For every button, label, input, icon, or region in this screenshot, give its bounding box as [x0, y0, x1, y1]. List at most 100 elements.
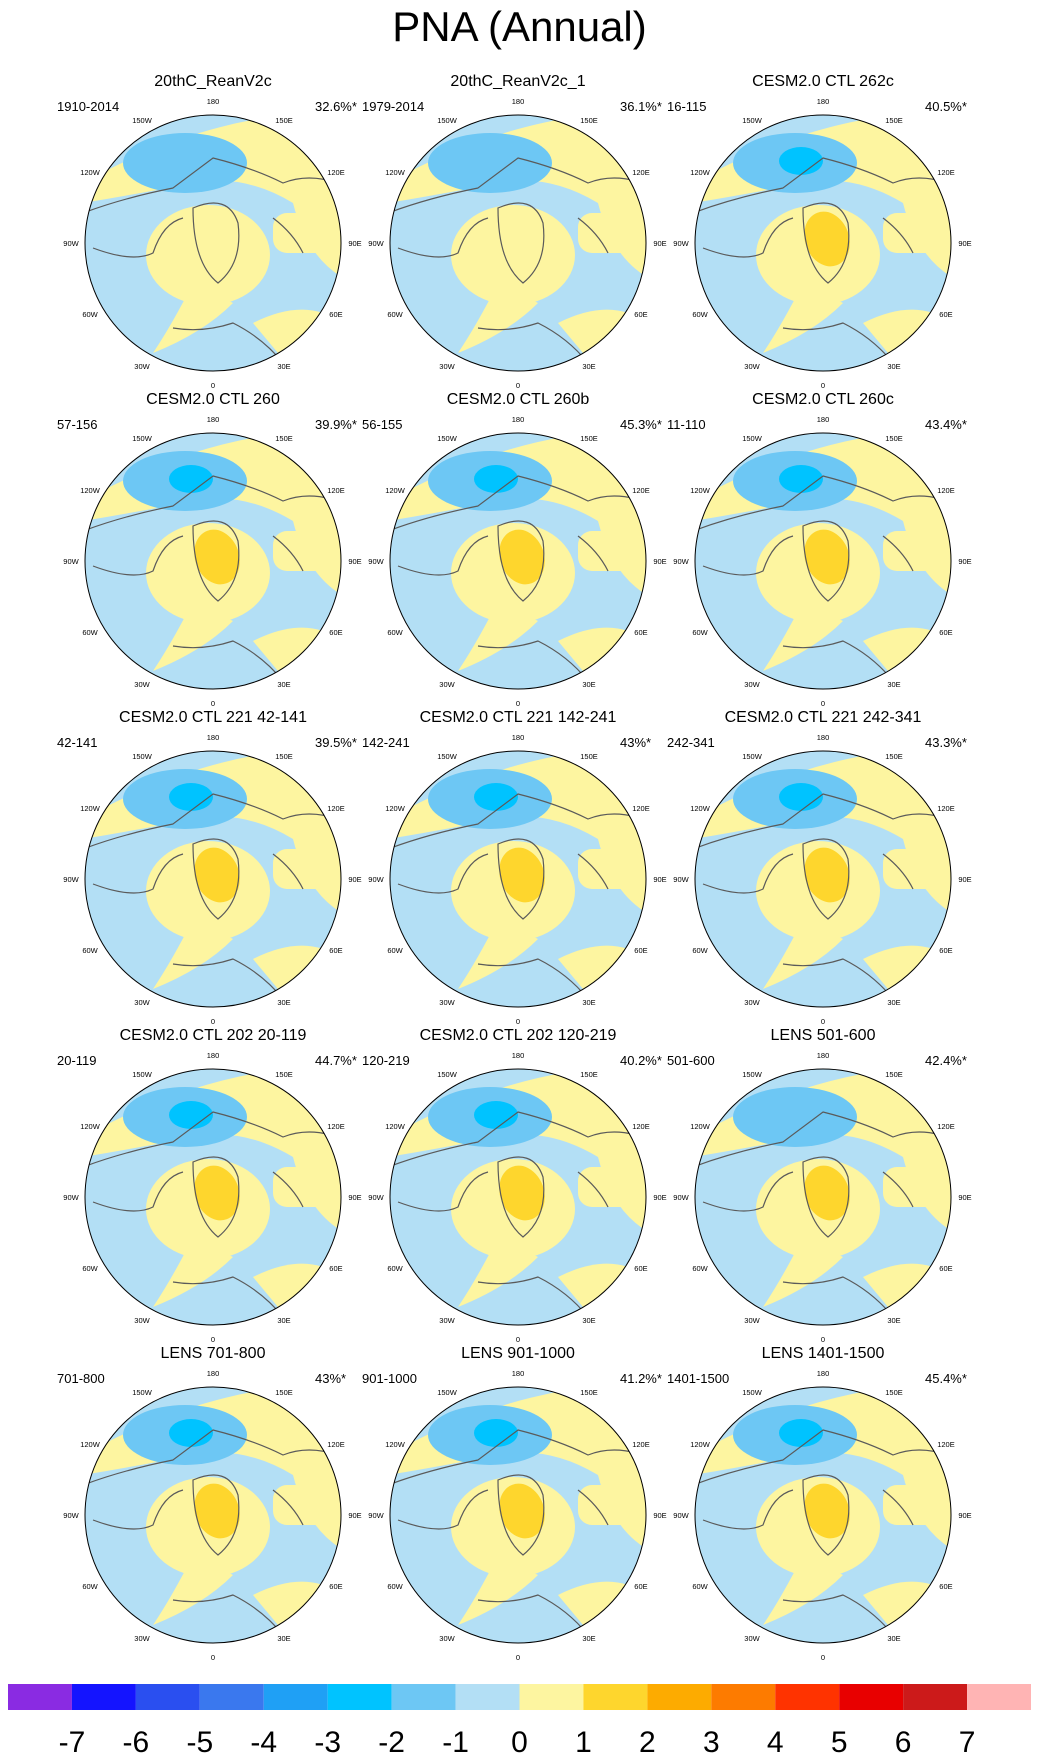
panel-title: 20thC_ReanV2c_1	[450, 73, 585, 90]
colorbar-swatch	[455, 1684, 520, 1710]
colorbar-swatch	[775, 1684, 840, 1710]
longitude-label: 150E	[885, 116, 903, 125]
longitude-label: 30E	[582, 1316, 595, 1325]
longitude-label: 180	[512, 415, 525, 424]
longitude-label: 180	[207, 733, 220, 742]
longitude-label: 150W	[742, 116, 763, 125]
longitude-label: 150E	[885, 1070, 903, 1079]
longitude-label: 0	[516, 1335, 520, 1344]
panel-period: 501-600	[667, 1053, 715, 1068]
longitude-label: 0	[821, 699, 825, 708]
longitude-label: 90E	[653, 1193, 666, 1202]
longitude-label: 150W	[132, 752, 153, 761]
longitude-label: 180	[512, 1369, 525, 1378]
longitude-label: 90W	[63, 239, 79, 248]
longitude-label: 150W	[437, 434, 458, 443]
colorbar-tick-label: -4	[250, 1726, 277, 1758]
longitude-label: 0	[211, 699, 215, 708]
longitude-label: 150E	[580, 434, 598, 443]
longitude-label: 60W	[82, 628, 98, 637]
longitude-label: 150E	[885, 1388, 903, 1397]
longitude-label: 120E	[632, 1122, 650, 1131]
panel-title: CESM2.0 CTL 221 242-341	[725, 709, 922, 726]
panel-percent: 43%*	[620, 735, 651, 750]
longitude-label: 90E	[348, 557, 361, 566]
longitude-label: 150E	[275, 434, 293, 443]
longitude-label: 120W	[690, 486, 711, 495]
longitude-label: 30W	[134, 1634, 150, 1643]
longitude-label: 30W	[439, 680, 455, 689]
longitude-label: 60W	[387, 1582, 403, 1591]
map-panel: CESM2.0 CTL 260 57-156 39.9%* 180 150E 120E 90…	[57, 391, 362, 708]
longitude-label: 30E	[887, 362, 900, 371]
longitude-label: 30E	[582, 680, 595, 689]
longitude-label: 120W	[385, 486, 406, 495]
longitude-label: 30E	[887, 998, 900, 1007]
longitude-label: 30E	[277, 680, 290, 689]
longitude-label: 90W	[673, 1193, 689, 1202]
panel-percent: 32.6%*	[315, 99, 357, 114]
panel-percent: 42.4%*	[925, 1053, 967, 1068]
panel-title: 20thC_ReanV2c	[154, 73, 271, 90]
longitude-label: 30W	[439, 1634, 455, 1643]
colorbar-swatch	[519, 1684, 584, 1710]
longitude-label: 120E	[632, 486, 650, 495]
longitude-label: 30E	[277, 998, 290, 1007]
panel-period: 1401-1500	[667, 1371, 729, 1386]
colorbar-swatch	[711, 1684, 776, 1710]
panel-percent: 39.5%*	[315, 735, 357, 750]
colorbar-tick-label: -5	[186, 1726, 213, 1758]
panel-percent: 43%*	[315, 1371, 346, 1386]
longitude-label: 120W	[80, 1122, 101, 1131]
longitude-label: 30E	[582, 362, 595, 371]
longitude-label: 30E	[887, 1634, 900, 1643]
longitude-label: 60E	[634, 310, 647, 319]
longitude-label: 30W	[439, 1316, 455, 1325]
longitude-label: 180	[817, 1051, 830, 1060]
colorbar-tick-label: 4	[767, 1726, 784, 1758]
longitude-label: 90E	[958, 1193, 971, 1202]
longitude-label: 90W	[368, 239, 384, 248]
longitude-label: 150W	[437, 1388, 458, 1397]
longitude-label: 150E	[275, 1070, 293, 1079]
longitude-label: 120E	[632, 804, 650, 813]
longitude-label: 150E	[580, 116, 598, 125]
panel-period: 1910-2014	[57, 99, 119, 114]
longitude-label: 60W	[387, 310, 403, 319]
longitude-label: 90W	[673, 875, 689, 884]
longitude-label: 120W	[80, 804, 101, 813]
longitude-label: 90W	[63, 1511, 79, 1520]
longitude-label: 120E	[937, 1122, 955, 1131]
longitude-label: 90E	[958, 1511, 971, 1520]
longitude-label: 60W	[692, 946, 708, 955]
panel-period: 701-800	[57, 1371, 105, 1386]
colorbar-tick-label: 7	[959, 1726, 976, 1758]
longitude-label: 120W	[690, 168, 711, 177]
colorbar-tick-label: 3	[703, 1726, 720, 1758]
longitude-label: 120W	[385, 1122, 406, 1131]
panel-period: 242-341	[667, 735, 715, 750]
longitude-label: 120E	[327, 1440, 345, 1449]
longitude-label: 60E	[939, 1264, 952, 1273]
panel-title: CESM2.0 CTL 262c	[752, 73, 894, 90]
longitude-label: 120E	[327, 168, 345, 177]
panel-percent: 45.3%*	[620, 417, 662, 432]
longitude-label: 60W	[82, 1264, 98, 1273]
longitude-label: 30W	[744, 680, 760, 689]
longitude-label: 0	[821, 1335, 825, 1344]
longitude-label: 150W	[742, 752, 763, 761]
panel-period: 901-1000	[362, 1371, 417, 1386]
panel-period: 16-115	[667, 99, 707, 114]
longitude-label: 90E	[958, 239, 971, 248]
longitude-label: 90E	[348, 239, 361, 248]
longitude-label: 0	[821, 1017, 825, 1026]
longitude-label: 60W	[387, 946, 403, 955]
colorbar-swatch	[647, 1684, 712, 1710]
longitude-label: 60W	[387, 1264, 403, 1273]
longitude-label: 180	[207, 97, 220, 106]
longitude-label: 60W	[692, 628, 708, 637]
panel-title: LENS 1401-1500	[762, 1345, 885, 1362]
panel-percent: 40.5%*	[925, 99, 967, 114]
